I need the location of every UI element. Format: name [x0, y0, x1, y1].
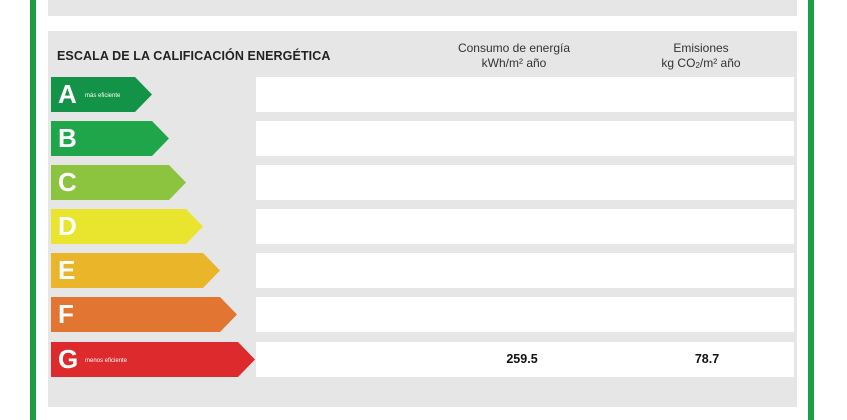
rating-letter-f: F — [58, 299, 74, 329]
rating-row-f — [256, 297, 794, 332]
rating-note-least-efficient: menos eficiente — [85, 358, 128, 364]
rating-row-b — [256, 121, 794, 156]
energy-value-g: 259.5 — [506, 352, 538, 366]
emissions-column-unit: kg CO2/m² año — [661, 56, 741, 70]
energy-column-header: Consumo de energía kWh/m² año — [434, 41, 594, 71]
rating-arrow-b: B — [51, 121, 169, 156]
rating-letter-g: G — [58, 344, 79, 374]
emissions-column-header: Emisiones kg CO2/m² año — [621, 41, 781, 71]
rating-arrow-a: A más eficiente — [51, 77, 152, 112]
frame-right-border — [808, 0, 814, 420]
rating-letter-b: B — [58, 123, 77, 153]
rating-arrow-e: E — [51, 253, 220, 288]
rating-note-most-efficient: más eficiente — [85, 93, 121, 99]
energy-rating-table: ESCALA DE LA CALIFICACIÓN ENERGÉTICA Con… — [48, 31, 797, 407]
emissions-value-g: 78.7 — [694, 352, 720, 366]
rating-letter-e: E — [58, 255, 76, 285]
top-panel — [48, 0, 797, 16]
energy-column-title: Consumo de energía — [457, 41, 571, 55]
rating-letter-a: A — [58, 79, 77, 109]
rating-row-e — [256, 253, 794, 288]
scale-title: ESCALA DE LA CALIFICACIÓN ENERGÉTICA — [57, 49, 331, 63]
rating-row-a — [256, 77, 794, 112]
rating-arrow-f: F — [51, 297, 237, 332]
rating-row-g: 259.5 78.7 — [256, 342, 794, 377]
rating-row-c — [256, 165, 794, 200]
rating-row-d — [256, 209, 794, 244]
rating-arrow-c: C — [51, 165, 186, 200]
rating-arrow-g: G menos eficiente — [51, 342, 255, 377]
energy-column-unit: kWh/m² año — [481, 56, 547, 70]
rating-letter-c: C — [58, 167, 77, 197]
emissions-column-title: Emisiones — [673, 41, 729, 55]
frame-left-border — [30, 0, 36, 420]
rating-letter-d: D — [58, 211, 77, 241]
rating-arrow-d: D — [51, 209, 203, 244]
